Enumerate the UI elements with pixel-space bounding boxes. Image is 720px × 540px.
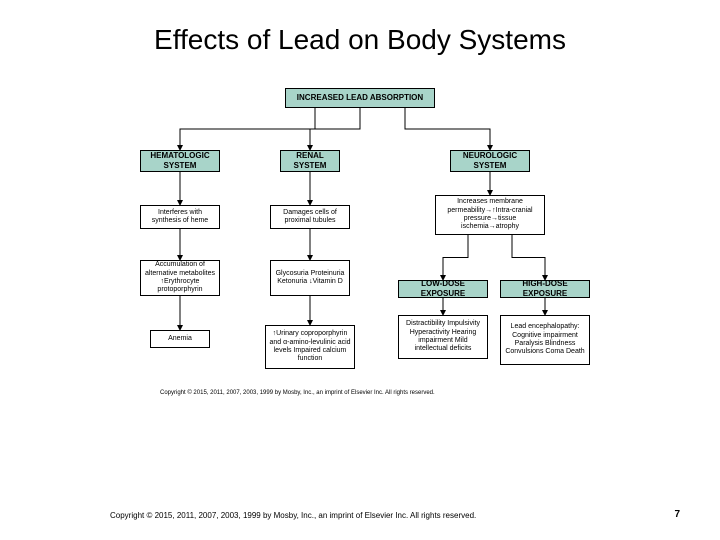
node-neuro2: Increases membrane permeability→↑Intra-c… [435,195,545,235]
footer-copyright: Copyright © 2015, 2011, 2007, 2003, 1999… [110,511,476,520]
inner-copyright: Copyright © 2015, 2011, 2007, 2003, 1999… [160,390,435,396]
edge-root-hema [180,108,315,150]
node-renal3: Glycosuria Proteinuria Ketonuria ↓Vitami… [270,260,350,296]
node-hema3: Accumulation of alternative metabolites … [140,260,220,296]
node-root: INCREASED LEAD ABSORPTION [285,88,435,108]
node-neuro: NEUROLOGIC SYSTEM [450,150,530,172]
page-number: 7 [674,509,680,520]
node-hema4: Anemia [150,330,210,348]
node-low2: Distractibility Impulsivity Hyperactivit… [398,315,488,359]
edge-root-neuro [405,108,490,150]
node-renal: RENAL SYSTEM [280,150,340,172]
flowchart-diagram: Copyright © 2015, 2011, 2007, 2003, 1999… [110,80,610,480]
node-highdose: HIGH-DOSE EXPOSURE [500,280,590,298]
node-high2: Lead encephalopathy: Cognitive impairmen… [500,315,590,365]
node-hema2: Interferes with synthesis of heme [140,205,220,229]
edge-neuro2-highdose [512,235,545,280]
edge-neuro2-lowdose [443,235,468,280]
node-hema: HEMATOLOGIC SYSTEM [140,150,220,172]
edge-root-renal [310,108,360,150]
slide-title: Effects of Lead on Body Systems [0,24,720,56]
node-lowdose: LOW-DOSE EXPOSURE [398,280,488,298]
node-renal2: Damages cells of proximal tubules [270,205,350,229]
node-renal4: ↑Urinary coproporphyrin and α-amino-levu… [265,325,355,369]
